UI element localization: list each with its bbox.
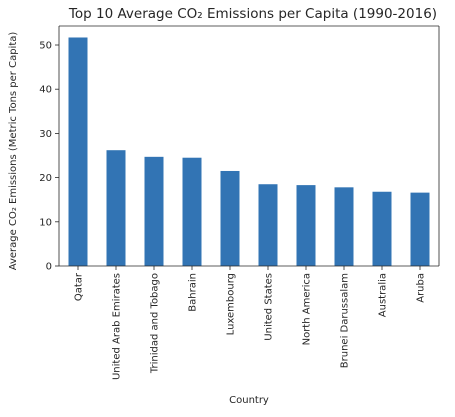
x-tick-label-9: Aruba <box>416 273 427 303</box>
bar-6 <box>296 185 316 266</box>
bar-5 <box>258 184 278 266</box>
x-tick-label-4: Luxembourg <box>226 273 237 335</box>
x-tick-label-0: Qatar <box>74 272 85 301</box>
x-tick-label-7: Brunei Darussalam <box>340 273 351 368</box>
x-axis-label: Country <box>229 395 269 406</box>
bar-9 <box>410 192 430 266</box>
plot-area: Qatar United Arab Emirates Trinidad and To… <box>39 25 440 380</box>
x-tick-label-1: United Arab Emirates <box>112 273 123 380</box>
bar-4 <box>220 170 240 266</box>
y-tick-label-3: 30 <box>39 129 52 140</box>
chart-title: Top 10 Average CO₂ Emissions per Capita … <box>68 6 437 22</box>
x-tick-label-8: Australia <box>378 273 389 317</box>
y-tick-label-4: 40 <box>39 85 52 96</box>
x-tick-label-6: North America <box>302 273 313 345</box>
bar-3 <box>182 157 202 266</box>
y-tick-label-0: 0 <box>46 262 52 273</box>
bar-0 <box>68 37 88 266</box>
y-tick-label-5: 50 <box>39 41 52 52</box>
y-tick-label-2: 20 <box>39 173 52 184</box>
y-axis-label: Average CO₂ Emissions (Metric Tons per C… <box>8 32 19 271</box>
bar-1 <box>106 150 126 266</box>
bar-8 <box>372 191 392 266</box>
bar-2 <box>144 156 164 266</box>
bar-7 <box>334 187 354 266</box>
x-tick-label-3: Bahrain <box>188 273 199 312</box>
y-tick-label-1: 10 <box>39 217 52 228</box>
x-tick-label-2: Trinidad and Tobago <box>150 273 161 374</box>
x-tick-label-5: United States <box>264 273 275 341</box>
